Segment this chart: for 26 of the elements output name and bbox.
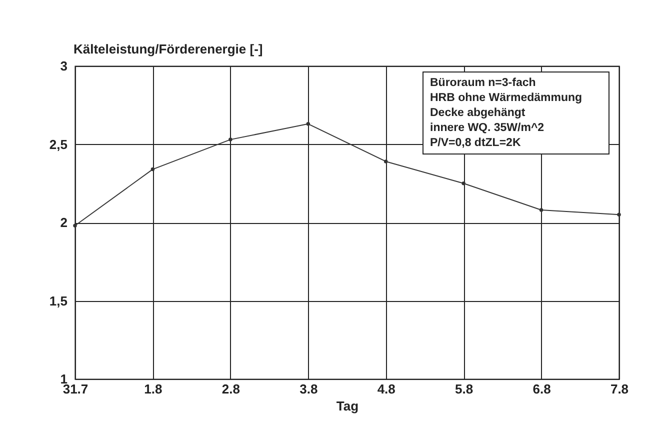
point <box>617 212 621 217</box>
y-tick-label: 1,5 <box>49 293 68 308</box>
point <box>73 224 77 228</box>
y-axis-title: Kälteleistung/Förderenergie [-] <box>74 42 263 56</box>
annotation: P/V=0,8 dtZL=2K <box>430 137 522 149</box>
x-tick-label: 3.8 <box>300 382 318 396</box>
point <box>150 167 155 172</box>
x-tick-label: 2.8 <box>222 382 240 396</box>
annotation: HRB ohne Wärmedämmung <box>430 92 582 104</box>
point <box>228 138 232 142</box>
annotation: Büroraum n=3-fach <box>430 77 536 89</box>
point <box>384 160 388 164</box>
x-tick-label: 1.8 <box>144 382 162 396</box>
x-tick-label: 6.8 <box>532 382 551 396</box>
annotation: Decke abgehängt <box>430 107 526 119</box>
annotation: innere WQ. 35W/m^2 <box>430 122 544 134</box>
y-tick-label: 2 <box>60 215 68 230</box>
point <box>462 182 466 186</box>
x-axis-title: Tag <box>336 398 359 414</box>
x-tick-label: 7.8 <box>610 382 629 396</box>
x-tick-label: 4.8 <box>377 382 396 396</box>
y-tick-label: 3 <box>60 58 68 74</box>
x-tick-label: 5.8 <box>455 382 474 396</box>
point <box>539 208 544 212</box>
y-tick-label: 2,5 <box>49 136 68 152</box>
point <box>306 122 310 126</box>
